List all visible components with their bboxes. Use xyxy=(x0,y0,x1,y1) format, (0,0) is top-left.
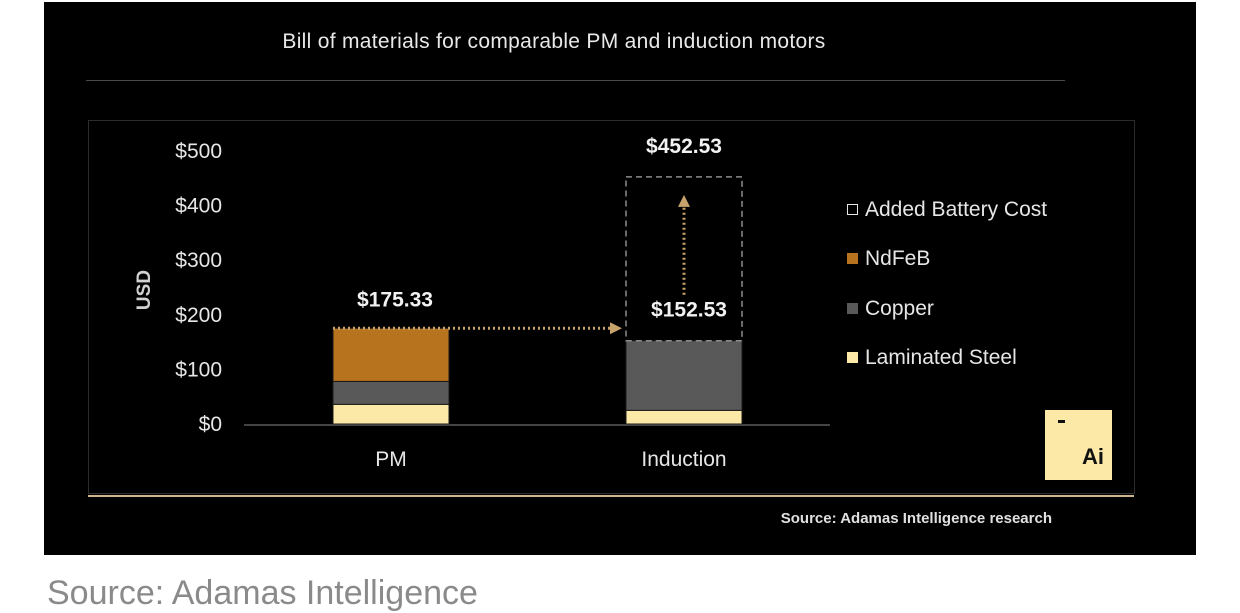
data-label-induction-motor: $152.53 xyxy=(651,299,727,322)
logo-dash xyxy=(1058,420,1065,423)
legend-swatch-laminated-steel xyxy=(847,352,858,363)
legend-label: Laminated Steel xyxy=(865,346,1017,369)
legend-label: NdFeB xyxy=(865,247,931,270)
legend-item-added-battery-cost: Added Battery Cost xyxy=(847,198,1047,222)
legend-swatch-copper xyxy=(847,303,858,314)
image-caption: Source: Adamas Intelligence xyxy=(47,574,478,612)
bar-laminated-steel-induction xyxy=(625,409,743,425)
data-label-pm-total: $175.33 xyxy=(357,288,433,311)
title-divider xyxy=(86,80,1065,81)
bottom-divider xyxy=(88,495,1134,497)
chart-title: Bill of materials for comparable PM and … xyxy=(282,30,826,53)
x-tick-label: Induction xyxy=(641,448,726,471)
bar-copper-induction xyxy=(625,340,743,411)
plot-frame xyxy=(88,120,1135,494)
bar-copper-pm xyxy=(332,380,450,405)
bar-chart: $0 $100 $200 $300 $400 $500 PM Induction $175.… xyxy=(134,135,830,471)
legend-label: Added Battery Cost xyxy=(865,198,1048,221)
legend-swatch-added-battery-cost xyxy=(847,204,858,215)
bar-ndfeb-pm xyxy=(332,327,450,382)
y-axis-label: USD xyxy=(134,270,155,310)
y-tick-label: $200 xyxy=(175,304,222,327)
logo-text: Ai xyxy=(1082,444,1104,469)
y-tick-label: $100 xyxy=(175,358,222,381)
bar-laminated-steel-pm xyxy=(332,403,450,425)
legend-item-laminated-steel: Laminated Steel xyxy=(847,346,1017,370)
y-tick-label: $500 xyxy=(175,140,222,163)
legend-item-copper: Copper xyxy=(847,297,934,321)
legend-swatch-ndfeb xyxy=(847,253,858,264)
chart-source: Source: Adamas Intelligence research xyxy=(780,510,1052,527)
legend-label: Copper xyxy=(865,297,934,320)
adamas-logo: Ai xyxy=(1045,410,1112,480)
y-tick-label: $400 xyxy=(175,195,222,218)
data-label-induction-total: $452.53 xyxy=(646,135,722,158)
y-tick-label: $0 xyxy=(199,413,222,436)
y-tick-label: $300 xyxy=(175,249,222,272)
x-tick-label: PM xyxy=(375,448,407,471)
chart-panel: Bill of materials for comparable PM and … xyxy=(44,2,1196,555)
legend-item-ndfeb: NdFeB xyxy=(847,247,930,271)
